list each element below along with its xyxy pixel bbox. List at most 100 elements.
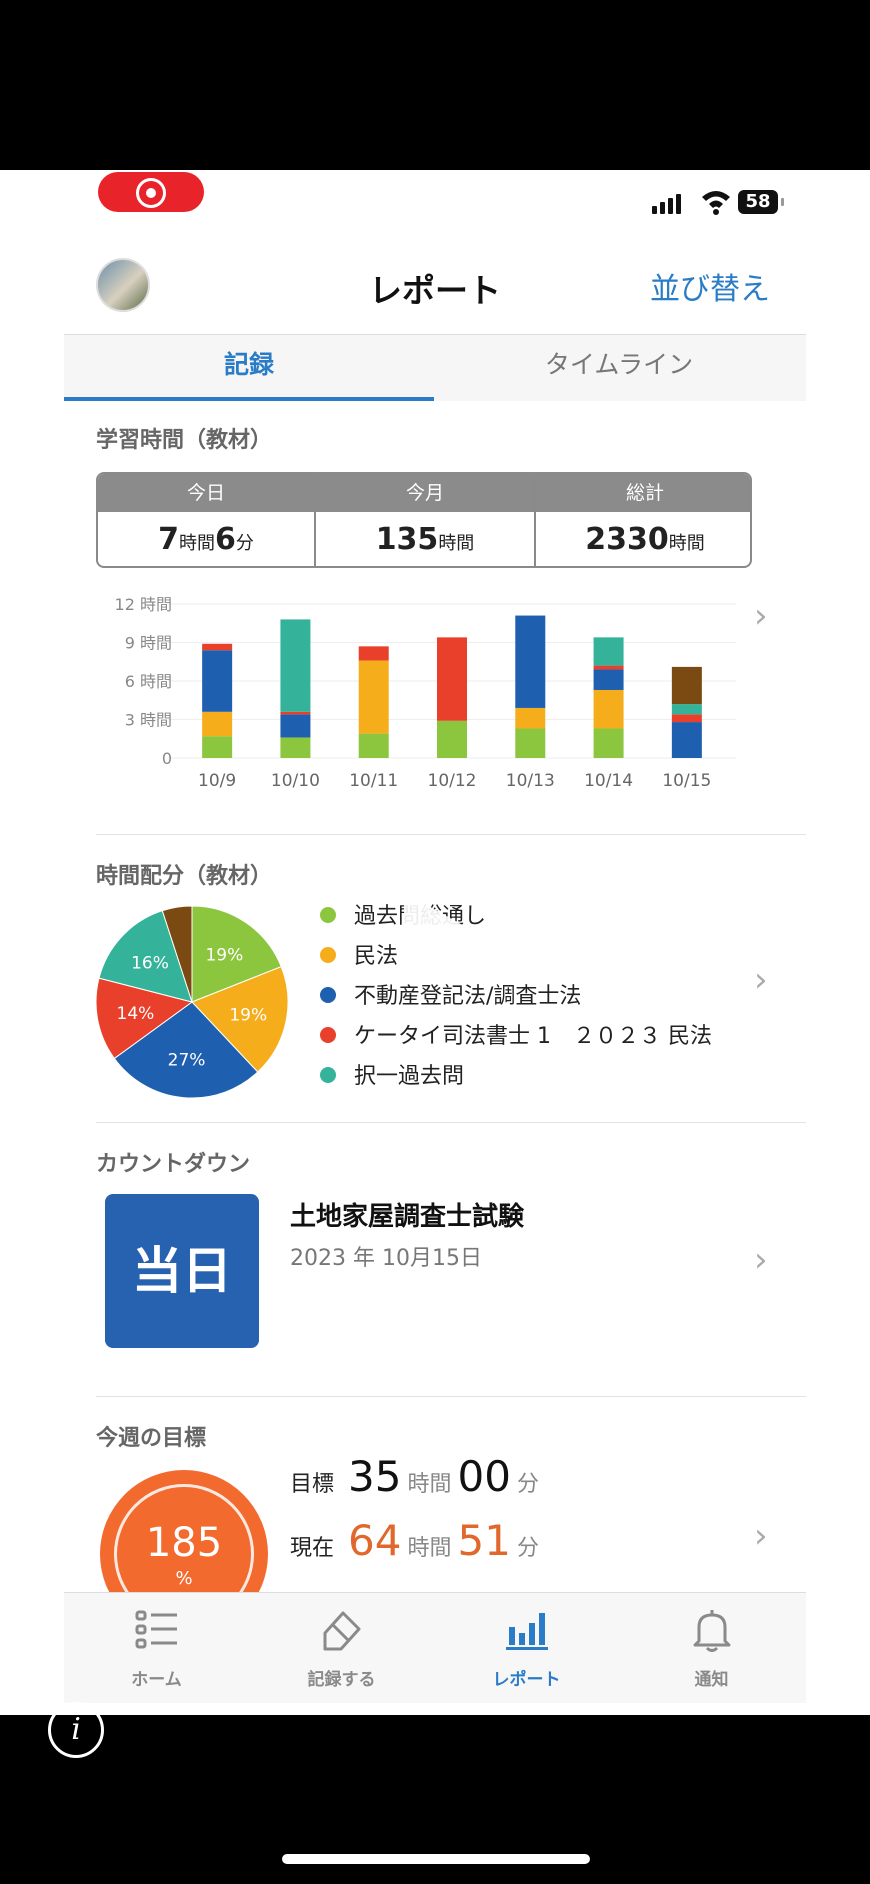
- legend-item: 過去問総通し: [320, 898, 712, 938]
- bar-segment: [515, 615, 546, 708]
- legend-swatch: [320, 907, 336, 923]
- allocation-legend: 過去問総通し民法不動産登記法/調査士法ケータイ司法書士 1 ２０２３ 民法 択一過…: [320, 898, 712, 1098]
- pie-slice: [161, 905, 193, 1003]
- home-indicator[interactable]: [282, 1854, 590, 1864]
- y-tick-label: 6 時間: [125, 672, 172, 691]
- legend-label: 択一過去問: [354, 1064, 465, 1089]
- legend-swatch: [320, 1027, 336, 1043]
- stat-total-label: 総計: [536, 474, 750, 512]
- stat-month-value: 135時間: [375, 522, 475, 557]
- bar-segment: [202, 650, 233, 712]
- stat-month: 今月 135時間: [316, 474, 536, 566]
- goal-percent: 185: [145, 1520, 223, 1566]
- section-divider: [96, 1122, 806, 1123]
- countdown-title: カウントダウン: [96, 1152, 251, 1177]
- legend-item: 不動産登記法/調査士法: [320, 978, 712, 1018]
- countdown-badge: 当日: [105, 1194, 259, 1348]
- goal-current: 現在 64 時間 51 分: [290, 1516, 539, 1565]
- pencil-icon: [323, 1611, 361, 1651]
- tab-report[interactable]: レポート: [434, 1593, 619, 1703]
- pie-slice: [191, 966, 289, 1073]
- x-tick-label: 10/14: [584, 771, 633, 791]
- exam-date: 2023 年 10月15日: [290, 1246, 482, 1271]
- bar-segment: [358, 733, 389, 758]
- tab-notify-label: 通知: [694, 1670, 729, 1690]
- legend-label: ケータイ司法書士 1 ２０２３ 民法: [354, 1024, 712, 1049]
- legend-swatch: [320, 947, 336, 963]
- bar-segment: [358, 646, 389, 661]
- chevron-right-icon[interactable]: ›: [754, 960, 768, 1000]
- x-tick-label: 10/15: [662, 771, 711, 791]
- chevron-right-icon[interactable]: ›: [754, 1516, 768, 1556]
- bar-segment: [437, 637, 467, 721]
- tab-record[interactable]: 記録: [223, 350, 274, 379]
- record-icon: [136, 178, 166, 208]
- signal-icon: [652, 194, 684, 214]
- screen-recording-indicator[interactable]: [98, 172, 204, 212]
- bar-segment: [593, 689, 624, 729]
- tab-home-label: ホーム: [131, 1670, 182, 1690]
- pie-label: 16%: [131, 954, 169, 974]
- section-divider: [96, 834, 806, 835]
- bell-icon: [693, 1610, 731, 1652]
- tab-notify[interactable]: 通知: [619, 1593, 804, 1703]
- chevron-right-icon[interactable]: ›: [754, 1240, 768, 1280]
- bar-segment: [593, 728, 624, 758]
- goal-target: 目標 35 時間 00 分: [290, 1452, 539, 1501]
- tab-report-label: レポート: [492, 1670, 561, 1690]
- exam-name: 土地家屋調査士試験: [290, 1202, 525, 1232]
- legend-label: 不動産登記法/調査士法: [354, 984, 582, 1009]
- bar-segment: [671, 666, 702, 705]
- app-screen: 58 レポート 並び替え 記録 タイムライン 学習時間（教材） 今日 7時間6分…: [0, 170, 870, 1715]
- navigation-bar: レポート 並び替え: [64, 250, 806, 320]
- bar-chart-icon: [506, 1613, 548, 1650]
- bar-segment: [280, 711, 311, 715]
- bottom-tab-bar: ホーム 記録する レポート: [64, 1592, 806, 1703]
- pie-label: 19%: [229, 1006, 267, 1026]
- status-bar: 58: [0, 170, 870, 230]
- x-tick-label: 10/13: [506, 771, 555, 791]
- y-tick-label: 3 時間: [125, 711, 172, 730]
- bar-segment: [593, 665, 624, 670]
- study-time-title: 学習時間（教材）: [96, 428, 273, 453]
- pie-label: 19%: [205, 945, 243, 965]
- x-tick-label: 10/11: [349, 771, 398, 791]
- play-icon[interactable]: [404, 892, 482, 980]
- allocation-pie-chart[interactable]: 19% 19% 27% 14% 16%: [94, 904, 290, 1100]
- stat-today: 今日 7時間6分: [98, 474, 316, 566]
- stat-month-label: 今月: [316, 474, 534, 512]
- info-icon[interactable]: i: [48, 1702, 104, 1758]
- bar-segment: [202, 736, 233, 758]
- tab-record-entry-label: 記録する: [307, 1670, 376, 1690]
- study-time-summary[interactable]: 今日 7時間6分 今月 135時間 総計 2330時間: [96, 472, 752, 568]
- goal-percent-sign: %: [175, 1568, 193, 1589]
- avatar[interactable]: [96, 258, 150, 312]
- sort-button[interactable]: 並び替え: [650, 272, 770, 307]
- legend-label: 民法: [354, 944, 399, 969]
- bar-segment: [280, 714, 311, 738]
- bar-segment: [515, 728, 546, 758]
- segment-tabs: 記録 タイムライン: [64, 334, 806, 401]
- tab-home[interactable]: ホーム: [64, 1593, 249, 1703]
- tab-record-entry[interactable]: 記録する: [249, 1593, 434, 1703]
- legend-item: 民法: [320, 938, 712, 978]
- chevron-right-icon[interactable]: ›: [754, 596, 768, 636]
- x-tick-label: 10/10: [271, 771, 320, 791]
- daily-study-bar-chart[interactable]: 12 時間 9 時間 6 時間 3 時間 0 10/9 10/10 10/11 10/12 10/…: [96, 590, 756, 800]
- bar-segment: [437, 720, 467, 758]
- legend-swatch: [320, 1067, 336, 1083]
- bar-segment: [593, 669, 624, 690]
- list-icon: [135, 1610, 177, 1649]
- legend-swatch: [320, 987, 336, 1003]
- tab-timeline[interactable]: タイムライン: [544, 350, 694, 379]
- pie-label: 27%: [168, 1050, 206, 1070]
- legend-item: ケータイ司法書士 1 ２０２３ 民法: [320, 1018, 712, 1058]
- pie-label: 14%: [117, 1004, 155, 1024]
- bar-segment: [671, 722, 702, 758]
- stat-total: 総計 2330時間: [536, 474, 750, 566]
- allocation-title: 時間配分（教材）: [96, 864, 273, 889]
- page-title: レポート: [369, 271, 501, 310]
- battery-icon: 58: [738, 190, 784, 214]
- pie-slice: [95, 977, 194, 1060]
- stat-total-value: 2330時間: [585, 522, 705, 557]
